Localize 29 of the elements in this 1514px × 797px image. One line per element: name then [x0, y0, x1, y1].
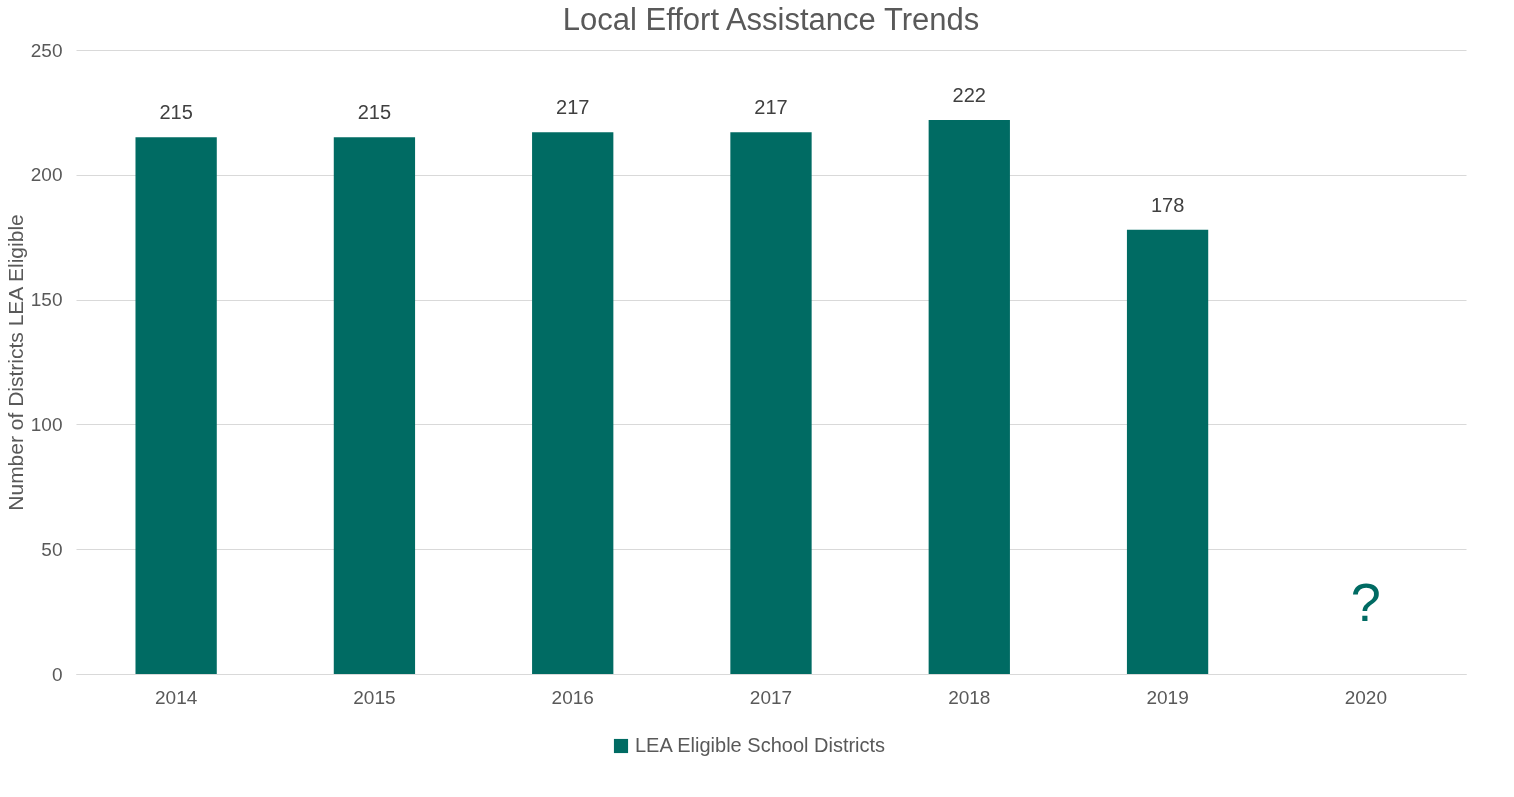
x-tick-label: 2017 — [749, 686, 793, 708]
bar — [730, 132, 812, 674]
annotation: ? — [1350, 572, 1381, 632]
x-tick-label: 2018 — [948, 686, 991, 708]
bar — [135, 137, 217, 674]
y-tick-label: 50 — [41, 538, 63, 560]
x-tick-label: 2020 — [1344, 686, 1388, 708]
x-tick-label: 2014 — [154, 686, 198, 708]
x-tick-label: 2015 — [353, 686, 396, 708]
bar — [333, 137, 416, 674]
y-axis-title: Number of Districts LEA Eligible — [3, 214, 27, 511]
data-label: 215 — [357, 101, 392, 124]
data-label: 222 — [952, 83, 986, 106]
bar — [1126, 229, 1209, 674]
data-label: 217 — [754, 96, 788, 119]
data-label: 217 — [556, 96, 590, 119]
bar — [532, 132, 614, 674]
bar — [928, 119, 1010, 674]
data-label: 215 — [159, 101, 193, 124]
y-tick-label: 100 — [30, 413, 63, 435]
y-tick-label: 200 — [30, 164, 63, 186]
y-tick-label: 0 — [51, 663, 63, 685]
legend-label: LEA Eligible School Districts — [635, 734, 886, 756]
x-tick-label: 2019 — [1146, 686, 1189, 708]
chart-title: Local Effort Assistance Trends — [562, 2, 980, 37]
y-tick-label: 150 — [30, 289, 63, 311]
data-label: 178 — [1150, 193, 1185, 216]
y-tick-label: 250 — [30, 39, 63, 61]
x-tick-label: 2016 — [551, 686, 594, 708]
